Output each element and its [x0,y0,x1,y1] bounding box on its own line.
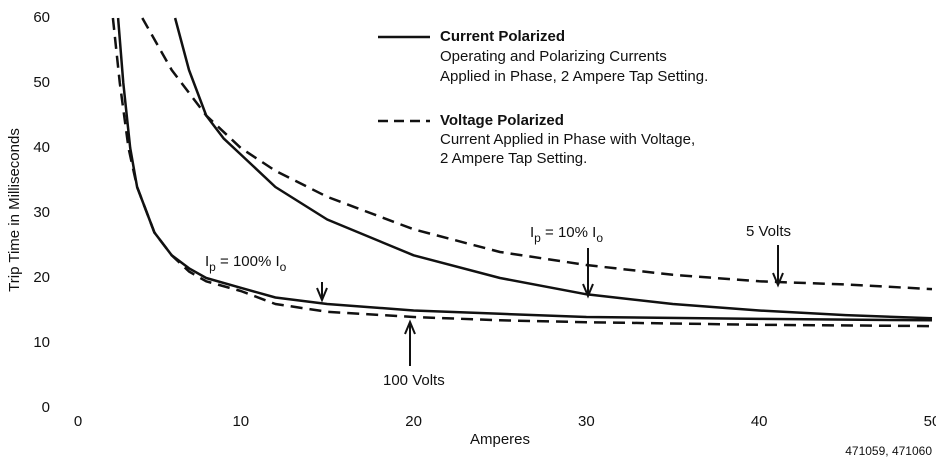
x-tick-label: 0 [74,413,82,430]
series-line [141,17,933,291]
series-line [116,17,933,322]
series-line [111,17,933,328]
annotation: 5 Volts [746,223,791,240]
x-tick-label: 40 [751,413,768,430]
legend-text: Current Applied in Phase with Voltage, [440,131,695,148]
arrow [316,282,328,303]
annotation: Ip = 10% Io [530,224,603,245]
legend-title: Current Polarized [440,28,565,45]
annotation: Ip = 100% Io [205,253,287,274]
y-tick-label: 20 [33,269,50,286]
x-axis-label: Amperes [470,431,530,448]
x-tick-label: 10 [232,413,249,430]
y-axis-label: Trip Time in Milliseconds [6,128,23,292]
arrow [404,319,416,366]
legend-text: Applied in Phase, 2 Ampere Tap Setting. [440,68,708,85]
annotation: 100 Volts [383,372,445,389]
x-tick-label: 20 [405,413,422,430]
y-tick-label: 40 [33,139,50,156]
legend-text: Operating and Polarizing Currents [440,48,667,65]
arrow [772,245,784,288]
y-tick-label: 0 [42,399,50,416]
x-tick-label: 30 [578,413,595,430]
y-tick-label: 60 [33,9,50,26]
y-tick-label: 30 [33,204,50,221]
arrow [582,248,594,299]
x-tick-label: 50 [924,413,936,430]
legend-title: Voltage Polarized [440,112,564,129]
y-tick-label: 10 [33,334,50,351]
legend-text: 2 Ampere Tap Setting. [440,150,587,167]
footnote: 471059, 471060 [845,444,932,457]
y-tick-label: 50 [33,74,50,91]
